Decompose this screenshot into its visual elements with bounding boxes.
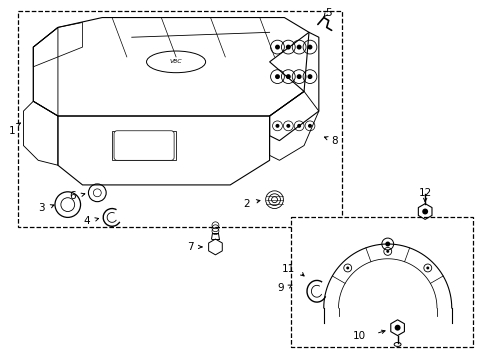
Text: 11: 11 [282,264,295,274]
Text: 5: 5 [325,8,331,18]
Circle shape [307,124,311,128]
Circle shape [394,325,400,330]
Text: 2: 2 [243,199,249,209]
Text: 10: 10 [352,330,366,341]
Text: 1: 1 [8,126,15,136]
Circle shape [386,250,388,253]
Bar [18,11,342,227]
Text: 9: 9 [277,283,284,293]
Text: 7: 7 [187,242,193,252]
Circle shape [285,45,290,50]
Bar [291,217,472,347]
Circle shape [274,45,279,50]
Circle shape [307,74,312,79]
Circle shape [275,124,279,128]
Circle shape [385,242,389,247]
Text: 6: 6 [69,191,76,201]
Text: 8: 8 [331,136,338,145]
Circle shape [421,208,427,215]
Circle shape [286,124,290,128]
Text: 4: 4 [83,216,90,226]
Circle shape [296,45,301,50]
Text: V8C: V8C [169,59,182,64]
Circle shape [274,74,279,79]
Circle shape [426,266,428,269]
Circle shape [297,124,301,128]
Text: 3: 3 [39,203,45,212]
Circle shape [346,266,348,269]
FancyBboxPatch shape [114,131,174,160]
Circle shape [307,45,312,50]
Circle shape [296,74,301,79]
Text: 12: 12 [418,188,431,198]
Circle shape [285,74,290,79]
